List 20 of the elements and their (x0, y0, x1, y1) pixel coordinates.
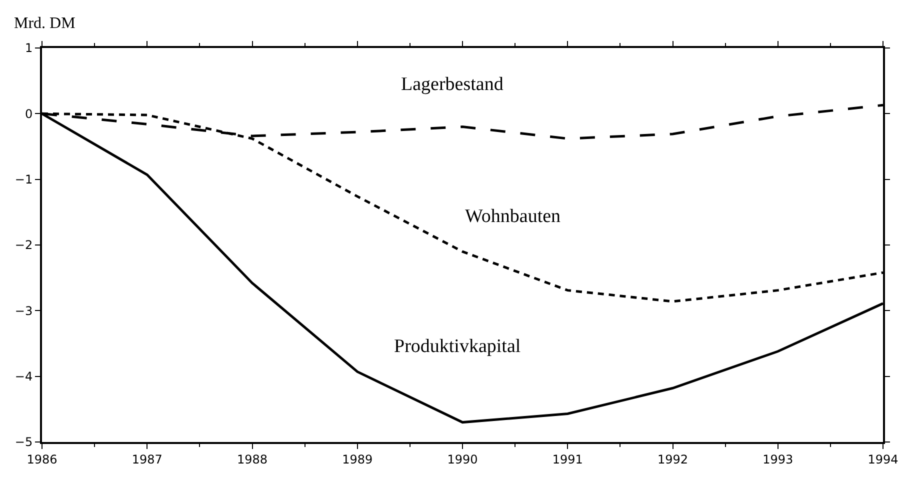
x-tick-label: 1987 (132, 452, 162, 466)
y-tick-label: −3 (14, 304, 33, 318)
x-tick-label: 1994 (868, 452, 898, 466)
series-label: Wohnbauten (465, 206, 562, 227)
x-tick-label: 1989 (342, 452, 373, 466)
series-label: Lagerbestand (401, 74, 504, 95)
y-tick-label: −2 (14, 238, 33, 252)
x-tick-label: 1991 (552, 452, 583, 466)
y-axis-title: Mrd. DM (14, 15, 76, 32)
y-tick-label: 0 (24, 106, 33, 121)
x-tick-label: 1986 (26, 452, 58, 466)
series-label: Produktivkapital (394, 336, 521, 357)
x-tick-label: 1992 (657, 452, 688, 466)
y-tick-label: −5 (14, 435, 33, 450)
x-tick-label: 1993 (762, 452, 794, 466)
x-tick-label: 1988 (236, 452, 268, 466)
y-tick-label: −4 (14, 370, 33, 384)
y-tick-label: 1 (24, 41, 33, 56)
y-tick-label: −1 (14, 172, 33, 187)
x-tick-label: 1990 (447, 452, 478, 466)
